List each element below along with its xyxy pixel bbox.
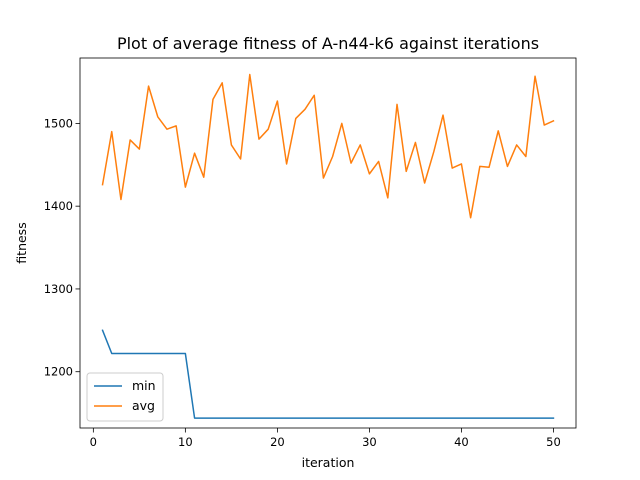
series-line-avg — [101, 73, 555, 219]
chart-title: Plot of average fitness of A-n44-k6 agai… — [117, 34, 539, 53]
axes-background — [80, 58, 576, 428]
legend-label-avg: avg — [132, 398, 155, 413]
y-tick-label: 1500 — [44, 116, 73, 130]
x-tick-label: 30 — [362, 435, 377, 449]
x-tick-label: 40 — [454, 435, 469, 449]
x-tick-label: 50 — [546, 435, 561, 449]
x-axis-label: iteration — [302, 455, 355, 470]
y-axis-ticks: 1200 1300 1400 1500 — [44, 116, 80, 379]
series-layer — [101, 73, 555, 419]
x-tick-label: 10 — [178, 435, 193, 449]
legend: min avg — [86, 372, 164, 422]
legend-label-min: min — [132, 378, 156, 393]
series-line-min — [101, 329, 555, 419]
x-tick-label: 0 — [90, 435, 97, 449]
axes-frame — [79, 57, 577, 429]
y-tick-label: 1400 — [44, 199, 73, 213]
y-tick-label: 1200 — [44, 365, 73, 379]
y-axis-label: fitness — [14, 222, 29, 263]
x-tick-label: 20 — [270, 435, 285, 449]
plot-area — [79, 57, 577, 429]
legend-box — [86, 372, 164, 422]
x-axis-ticks: 0 10 20 30 40 50 — [90, 428, 561, 449]
y-tick-label: 1300 — [44, 282, 73, 296]
